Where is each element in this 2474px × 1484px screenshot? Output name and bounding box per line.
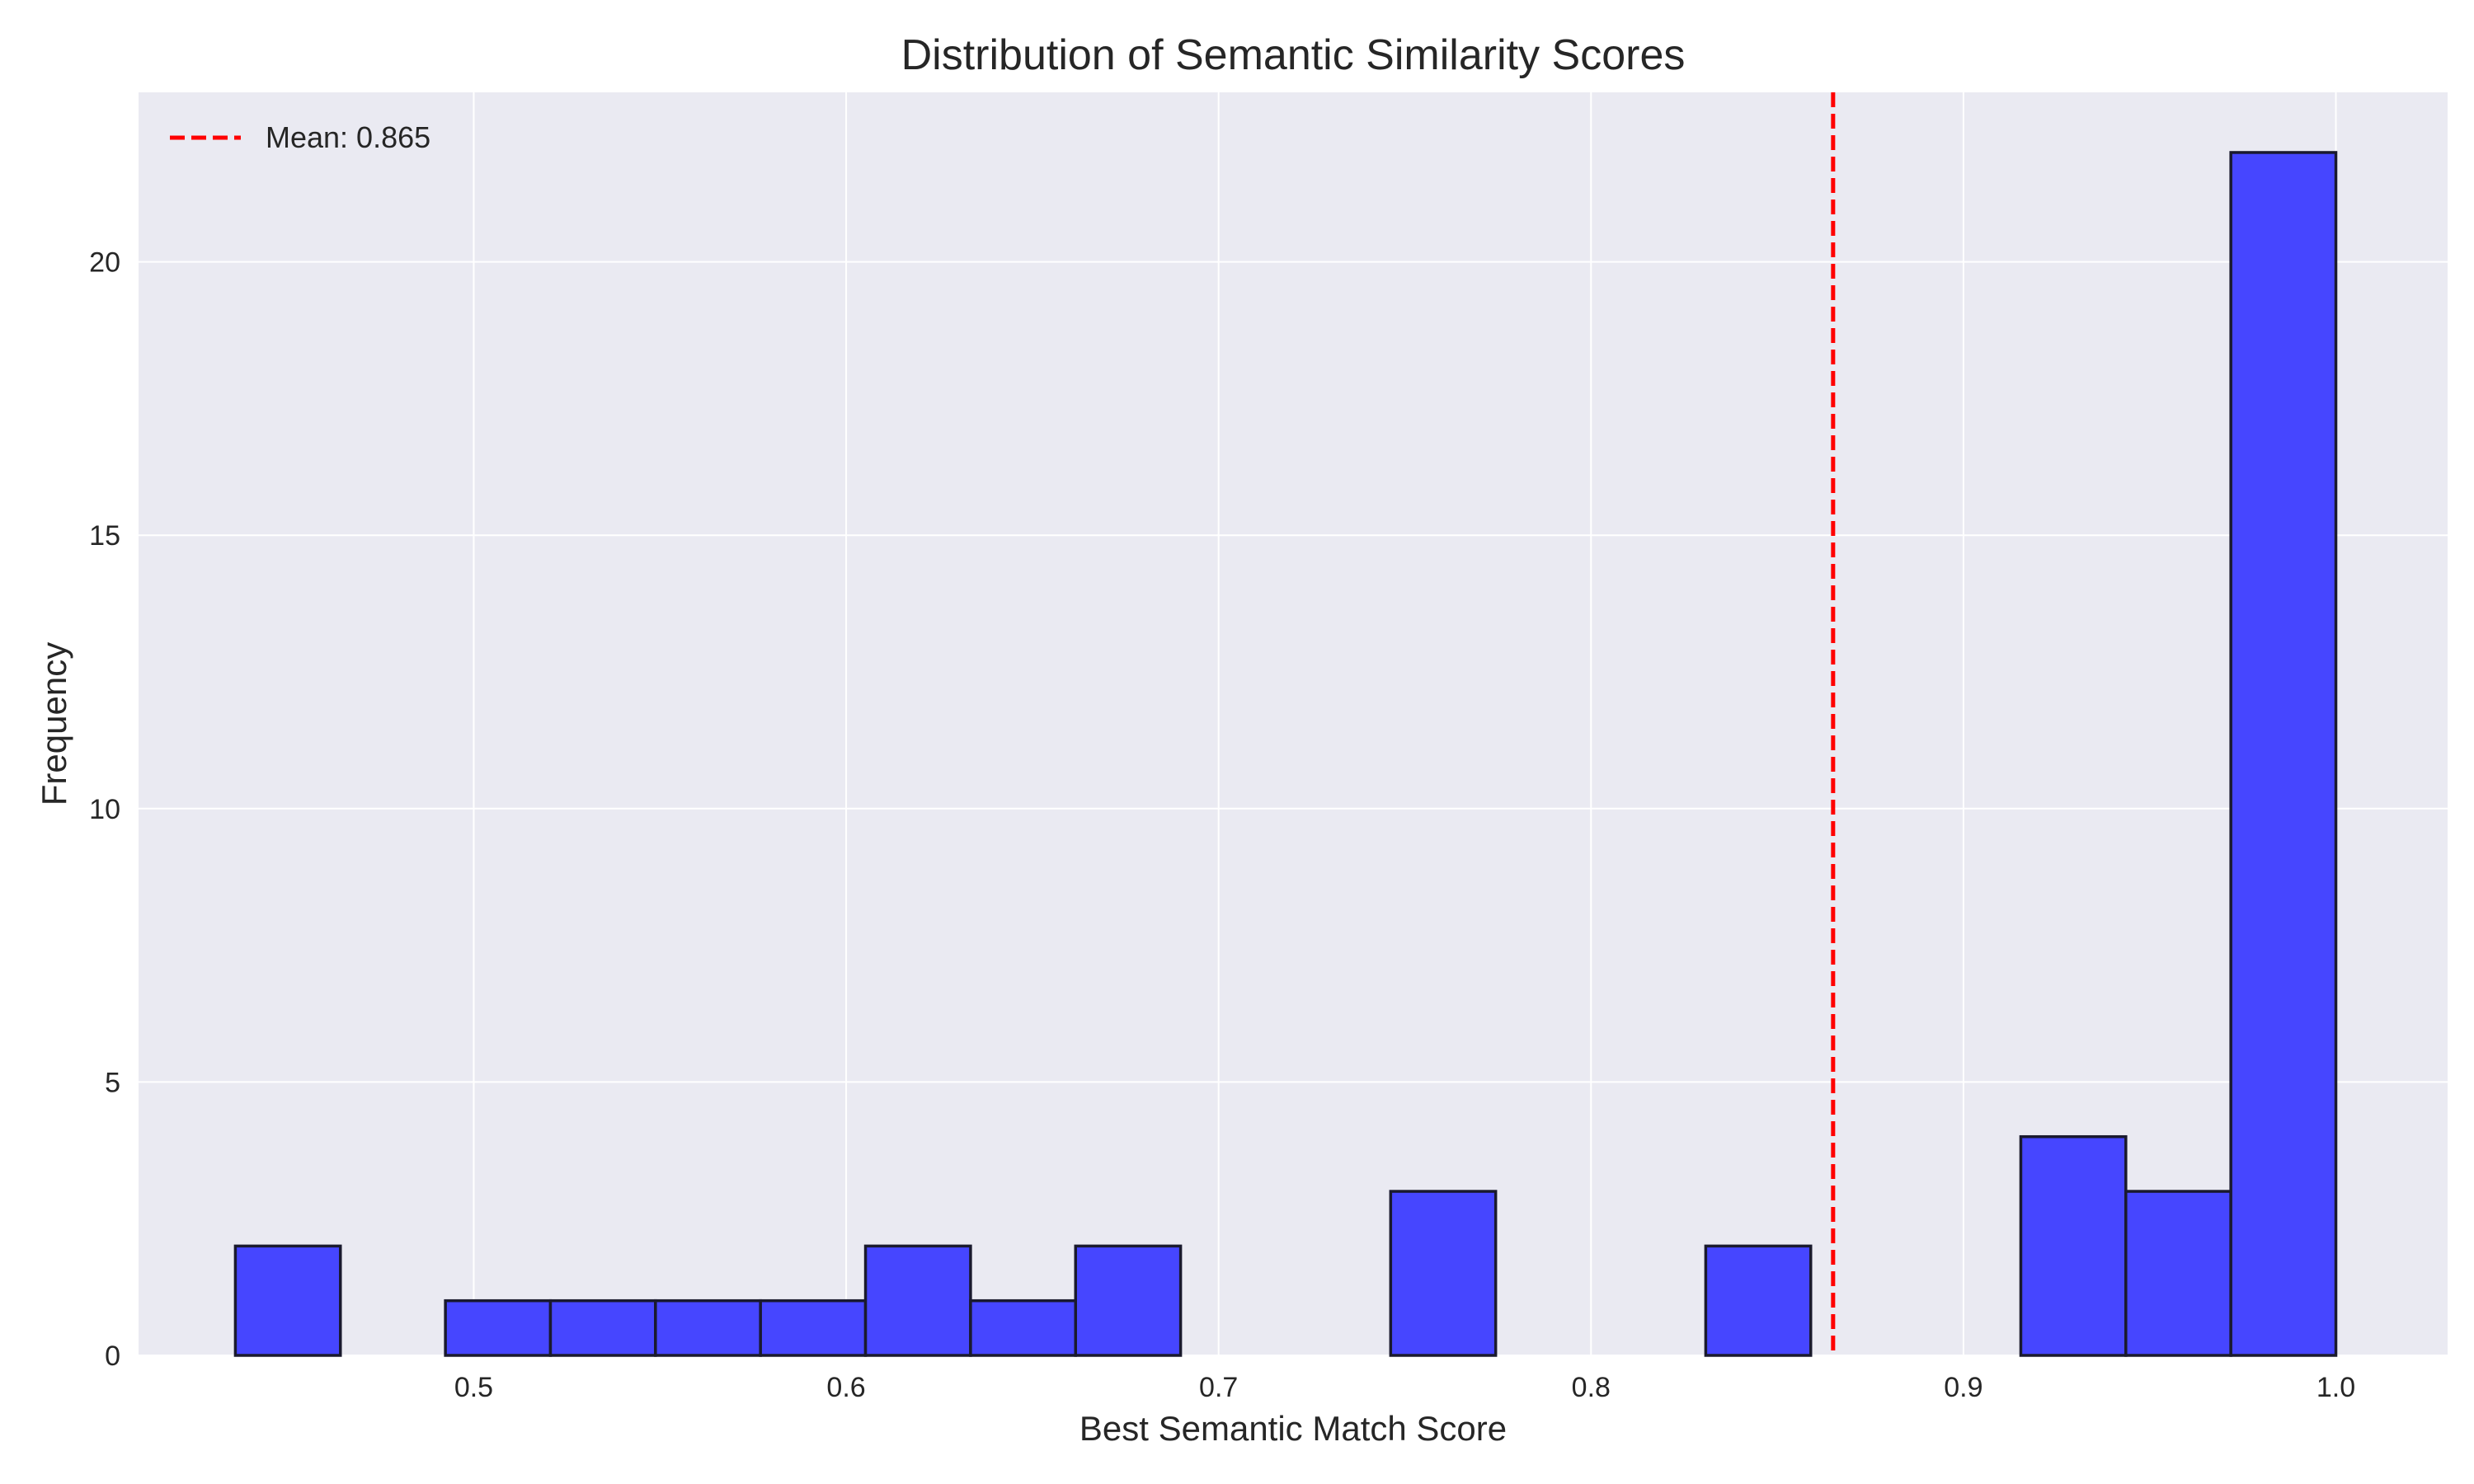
bar-17 [2019, 1134, 2128, 1357]
bar-18 [2124, 1190, 2232, 1357]
y-tick-label-2: 10 [89, 794, 120, 825]
x-tick-label-0: 0.5 [454, 1372, 493, 1403]
bar-3 [548, 1298, 657, 1357]
x-axis-ticks: 0.5 0.6 0.7 0.8 0.9 1.0 [454, 1372, 2355, 1403]
x-tick-label-5: 1.0 [2316, 1372, 2355, 1403]
bar-8 [1074, 1244, 1183, 1357]
x-tick-label-4: 0.9 [1944, 1372, 1982, 1403]
bars [233, 151, 2338, 1357]
y-axis-title: Frequency [35, 642, 73, 805]
bar-19 [2229, 151, 2338, 1357]
legend: Mean: 0.865 [170, 120, 430, 154]
y-tick-label-3: 15 [89, 520, 120, 552]
bar-2 [444, 1298, 553, 1357]
bar-6 [863, 1244, 972, 1357]
bar-4 [654, 1298, 762, 1357]
y-tick-label-4: 20 [89, 247, 120, 279]
bar-5 [759, 1298, 868, 1357]
chart-title: Distribution of Semantic Similarity Scor… [901, 31, 1686, 79]
y-tick-label-1: 5 [105, 1067, 120, 1098]
x-tick-label-2: 0.7 [1199, 1372, 1238, 1403]
bar-0 [233, 1244, 342, 1357]
bar-14 [1704, 1244, 1813, 1357]
x-tick-label-3: 0.8 [1572, 1372, 1611, 1403]
x-tick-label-1: 0.6 [826, 1372, 865, 1403]
bar-11 [1389, 1190, 1498, 1357]
bar-7 [969, 1298, 1078, 1357]
legend-label-mean: Mean: 0.865 [266, 120, 430, 154]
y-axis-ticks: 0 5 10 15 20 [89, 247, 120, 1372]
x-axis-title: Best Semantic Match Score [1079, 1409, 1507, 1448]
y-tick-label-0: 0 [105, 1341, 120, 1372]
